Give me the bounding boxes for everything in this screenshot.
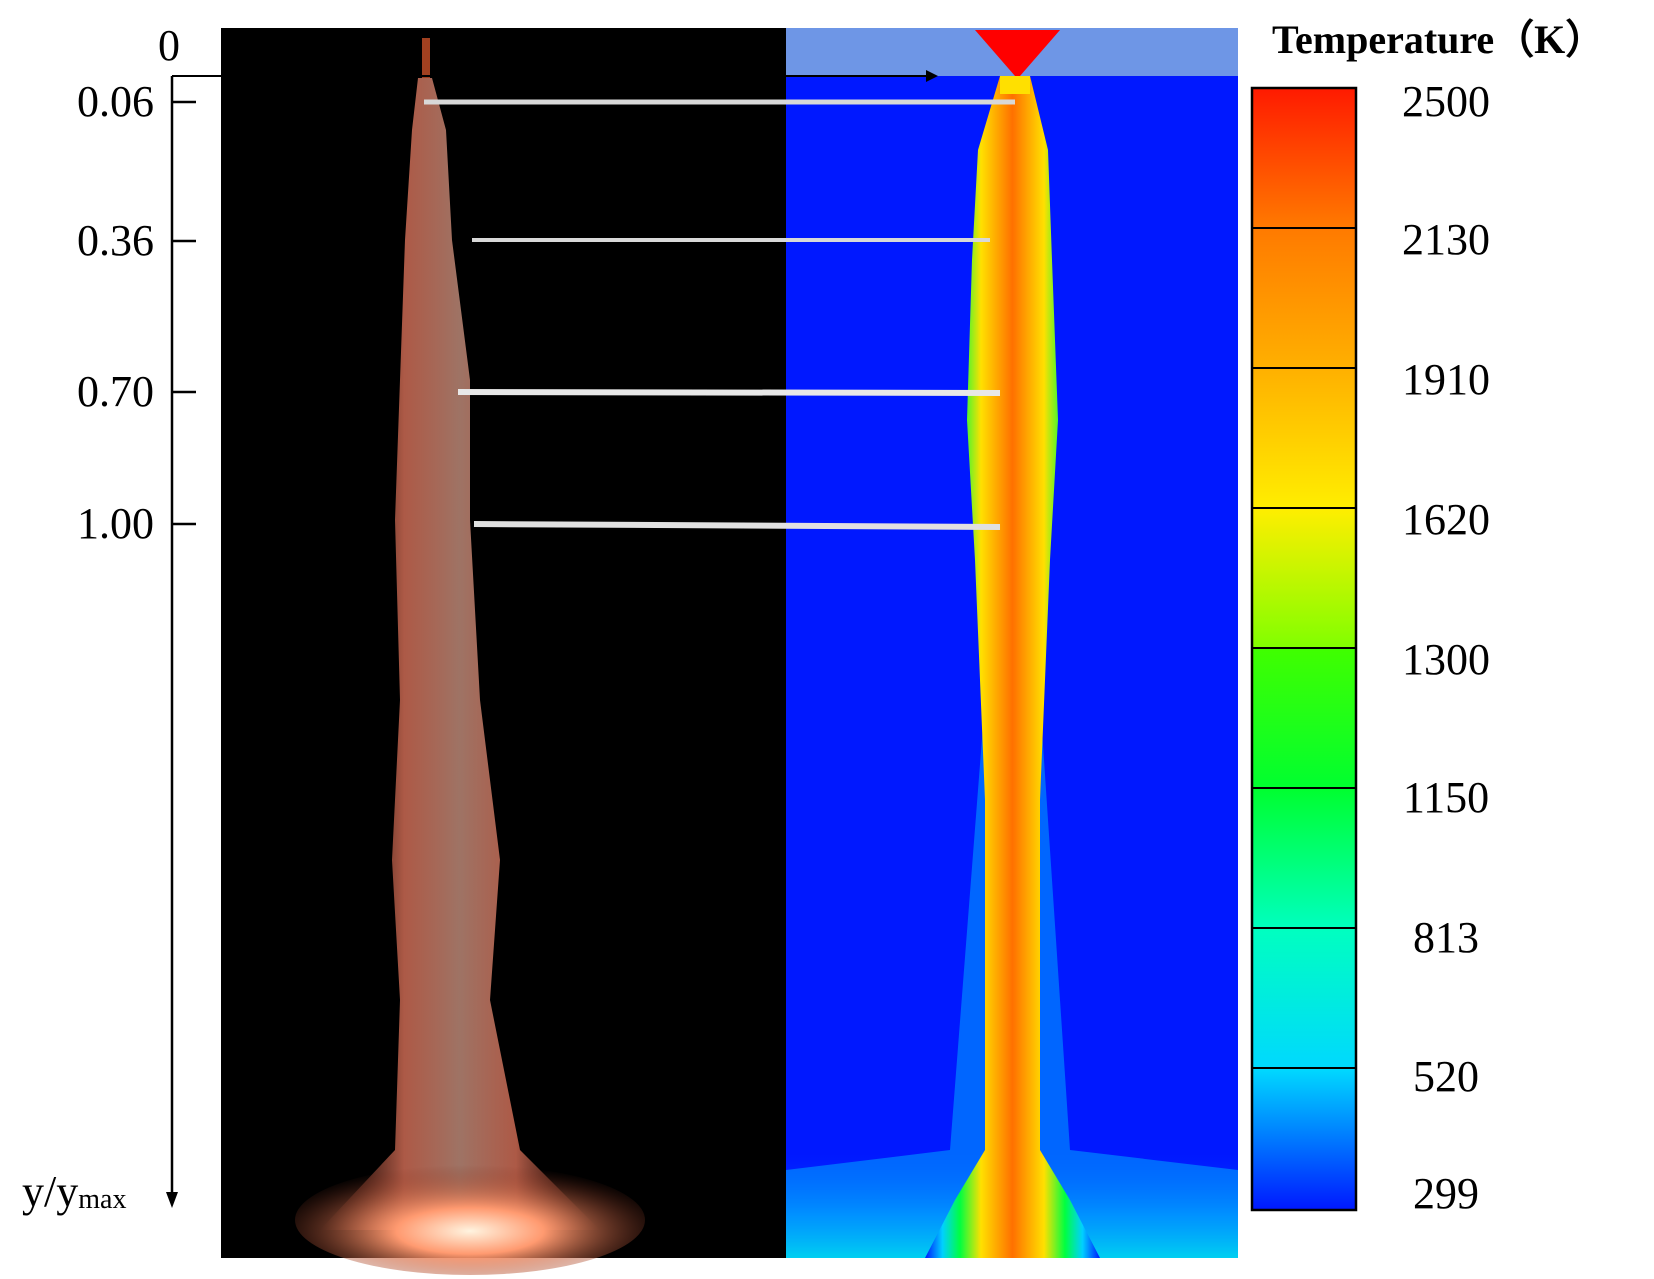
- colorbar-label-2130: 2130: [1402, 215, 1490, 264]
- colorbar-title: Temperature（K）: [1272, 17, 1606, 62]
- flame-plume: [320, 78, 600, 1230]
- y-tick-label-0: 0: [158, 21, 180, 70]
- guide-line-1.00: [473, 521, 1001, 530]
- photo-panel: [221, 28, 786, 1258]
- colorbar-label-1150: 1150: [1402, 773, 1490, 822]
- guide-line-0.70: [457, 389, 1001, 396]
- colorbar-label-1620: 1620: [1402, 495, 1490, 544]
- y-axis-title-sub: max: [78, 1184, 127, 1215]
- y-axis-title: y/ymax: [22, 1170, 126, 1222]
- cfd-nozzle-red: [975, 30, 1060, 76]
- colorbar-label-813: 813: [1413, 913, 1479, 962]
- flame-base: [295, 1165, 645, 1275]
- colorbar-label-299: 299: [1413, 1169, 1479, 1218]
- y-tick-label-0.70: 0.70: [77, 367, 154, 416]
- colorbar-dividers: [1252, 227, 1356, 1069]
- y-tick-label-0.06: 0.06: [77, 77, 154, 126]
- y-tick-label-0.36: 0.36: [77, 216, 154, 265]
- y-axis-arrowhead: [166, 1192, 178, 1208]
- origin-marker-arrowhead: [926, 70, 938, 82]
- y-tick-label-1.00: 1.00: [77, 499, 154, 548]
- cfd-nozzle-throat: [1000, 76, 1030, 94]
- colorbar-label-1300: 1300: [1402, 635, 1490, 684]
- y-axis-title-main: y/y: [22, 1167, 79, 1216]
- colorbar-label-2500: 2500: [1402, 77, 1490, 126]
- colorbar-label-1910: 1910: [1402, 355, 1490, 404]
- nozzle-tip-photo: [422, 38, 430, 78]
- colorbar-label-520: 520: [1413, 1052, 1479, 1101]
- cfd-jet-core: [925, 76, 1100, 1258]
